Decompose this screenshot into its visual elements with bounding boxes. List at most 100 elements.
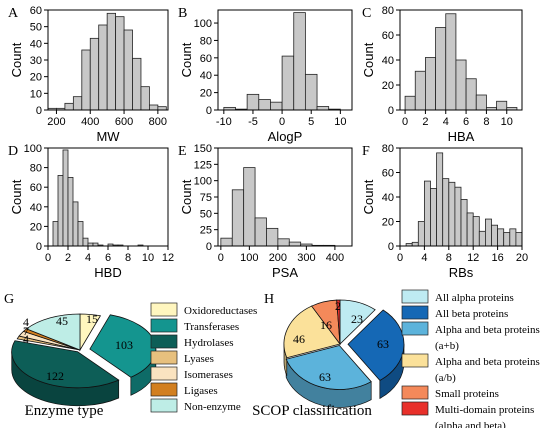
y-tick-label: 20 bbox=[382, 80, 394, 92]
x-tick-label: 6 bbox=[463, 116, 469, 128]
histogram-bar bbox=[430, 188, 437, 247]
x-axis-label: AlogP bbox=[268, 129, 303, 144]
legend-label: Alpha and beta proteins bbox=[435, 324, 540, 336]
y-tick-label: 0 bbox=[36, 105, 42, 117]
histogram-bar bbox=[442, 178, 450, 247]
x-tick-label: 16 bbox=[491, 252, 503, 264]
pie-slice-value-label: 45 bbox=[56, 314, 68, 328]
histogram-bar bbox=[266, 227, 279, 247]
legend-label: Small proteins bbox=[435, 388, 499, 400]
histogram-bar bbox=[503, 232, 511, 247]
legend-swatch bbox=[150, 382, 178, 397]
x-tick-label: 4 bbox=[443, 116, 449, 128]
histogram-bar bbox=[484, 218, 492, 247]
y-tick-label: 0 bbox=[36, 241, 42, 253]
histogram-bar bbox=[460, 199, 468, 247]
legend-swatch bbox=[150, 366, 178, 381]
x-tick-label: 0 bbox=[45, 252, 51, 264]
y-tick-label: 20 bbox=[30, 72, 42, 84]
histogram-bar bbox=[411, 241, 419, 247]
histogram-bar bbox=[417, 221, 425, 247]
legend-swatch bbox=[150, 398, 178, 413]
histogram-bar bbox=[149, 104, 159, 111]
histogram-bar bbox=[220, 237, 233, 247]
x-tick-label: 100 bbox=[240, 252, 258, 264]
histogram-bar bbox=[246, 93, 260, 111]
histogram-bar bbox=[475, 94, 487, 111]
x-tick-label: 0 bbox=[402, 116, 408, 128]
pie-slice-value-label: 15 bbox=[86, 312, 98, 326]
x-axis-label: HBA bbox=[448, 129, 475, 144]
x-tick-label: 5 bbox=[308, 116, 314, 128]
panel-letter: H bbox=[264, 292, 274, 307]
histogram-bar bbox=[64, 102, 74, 111]
legend-swatch bbox=[150, 302, 178, 317]
histogram-bar bbox=[454, 186, 462, 247]
histogram-bar bbox=[478, 230, 486, 247]
pie-legend: Oxidoreductases Transferases Hydrolases Lya… bbox=[150, 302, 257, 413]
y-tick-label: 80 bbox=[30, 163, 42, 175]
pie-caption: Enzyme type bbox=[25, 403, 104, 419]
histogram-bar bbox=[77, 221, 84, 247]
y-tick-label: 25 bbox=[200, 225, 212, 237]
panel-letter: C bbox=[362, 6, 371, 21]
y-tick-label: 40 bbox=[200, 70, 212, 82]
y-tick-label: 60 bbox=[200, 53, 212, 65]
x-tick-label: 8 bbox=[446, 252, 452, 264]
y-tick-label: 20 bbox=[200, 88, 212, 100]
y-tick-label: 125 bbox=[194, 159, 212, 171]
x-tick-label: 10 bbox=[334, 116, 346, 128]
x-tick-label: 20 bbox=[516, 252, 528, 264]
y-tick-label: 20 bbox=[30, 221, 42, 233]
x-tick-label: 300 bbox=[297, 252, 315, 264]
y-axis-label: Count bbox=[179, 179, 194, 214]
legend-swatch bbox=[401, 289, 429, 304]
legend-label: (a/b) bbox=[435, 372, 456, 384]
pie-slice-value-label: 2 bbox=[335, 299, 341, 313]
histogram-bar bbox=[455, 59, 467, 111]
y-axis-label: Count bbox=[9, 179, 24, 214]
histogram-bar bbox=[435, 27, 447, 111]
histogram-bar bbox=[445, 13, 457, 111]
y-tick-label: 30 bbox=[30, 55, 42, 67]
pie-slice bbox=[347, 309, 405, 381]
histogram-bar bbox=[254, 217, 267, 247]
y-tick-label: 60 bbox=[382, 30, 394, 42]
y-tick-label: 10 bbox=[30, 88, 42, 100]
histogram-bar bbox=[115, 16, 125, 111]
y-tick-label: 40 bbox=[382, 192, 394, 204]
histogram-bar bbox=[106, 12, 117, 111]
histogram-bar bbox=[288, 241, 302, 247]
y-tick-label: 80 bbox=[382, 143, 394, 155]
histogram-bar bbox=[304, 73, 318, 111]
x-tick-label: 4 bbox=[85, 252, 91, 264]
legend-label: (a+b) bbox=[435, 340, 459, 352]
panel-letter: F bbox=[362, 144, 370, 159]
legend-swatch bbox=[401, 353, 429, 368]
y-tick-label: 0 bbox=[206, 241, 212, 253]
pie-legend: All alpha proteins All beta proteins Alpha… bbox=[401, 289, 540, 428]
pie-slice-value-label: 46 bbox=[293, 332, 305, 346]
x-tick-label: 10 bbox=[501, 116, 513, 128]
histogram-bar bbox=[72, 201, 79, 247]
histogram-panel-a: 200 400 600 800 0 10 20 30 40 50 60 MW Count A bbox=[8, 5, 169, 144]
legend-label: Lyases bbox=[184, 353, 214, 365]
histogram-bar bbox=[472, 216, 480, 247]
pie-slice-value-label: 63 bbox=[319, 370, 331, 384]
x-tick-label: 4 bbox=[421, 252, 427, 264]
histogram-bar bbox=[258, 99, 271, 111]
y-tick-label: 150 bbox=[194, 143, 212, 155]
y-tick-label: 40 bbox=[30, 202, 42, 214]
legend-label: Transferases bbox=[184, 321, 239, 333]
x-tick-label: 8 bbox=[483, 116, 489, 128]
y-tick-label: 0 bbox=[206, 105, 212, 117]
x-axis-label: MW bbox=[96, 129, 120, 144]
x-axis-label: PSA bbox=[272, 265, 298, 280]
pie-slice bbox=[283, 305, 341, 359]
histogram-bar bbox=[243, 167, 256, 247]
histogram-bar bbox=[281, 55, 295, 111]
pie-slice bbox=[336, 299, 341, 345]
legend-swatch bbox=[401, 305, 429, 320]
histogram-panel-d: 0 2 4 6 8 10 12 0 20 40 60 80 100 HBD Count D bbox=[8, 143, 174, 280]
